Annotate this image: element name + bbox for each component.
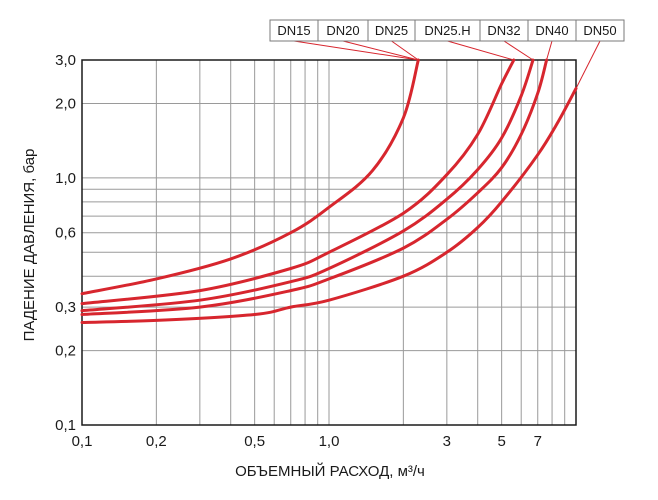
plot-frame [81,59,577,426]
y-tick-label: 0,6 [55,225,76,242]
legend-label: DN15 [277,23,310,38]
legend-leader [546,40,553,61]
series-line-dn15 [80,58,420,296]
legend-leader [391,40,419,61]
series-line-dn25 [80,58,535,313]
legend-label: DN25.H [424,23,470,38]
x-tick-label: 0,1 [72,433,93,450]
legend-leader [342,40,419,61]
y-tick-label: 0,2 [55,343,76,360]
y-tick-label: 3,0 [55,52,76,69]
x-tick-label: 5 [497,433,505,450]
legend-label: DN50 [583,23,616,38]
series-lines [80,58,578,324]
y-tick-label: 0,1 [55,417,76,434]
y-tick-labels: 0,1 0,2 0,3 0,6 1,0 2,0 3,0 [55,52,76,434]
x-axis-label: ОБЪЕМНЫЙ РАСХОД, м³/ч [235,462,425,480]
y-tick-label: 1,0 [55,170,76,187]
legend-label: DN40 [535,23,568,38]
x-tick-label: 3 [443,433,451,450]
legend-box [575,19,625,42]
series-line-dn25-h [80,58,549,316]
y-tick-label: 0,3 [55,299,76,316]
x-tick-label: 0,2 [146,433,167,450]
y-tick-label: 2,0 [55,96,76,113]
series-line-dn32 [80,87,578,324]
x-tick-labels: 0,1 0,2 0,5 1,0 3 5 7 [72,433,542,450]
x-tick-label: 1,0 [319,433,340,450]
x-tick-label: 7 [534,433,542,450]
legend-label: DN32 [487,23,520,38]
legend: DN15 DN20 DN25 DN25.H DN32 DN40 DN50 [269,19,625,42]
x-tick-label: 0,5 [244,433,265,450]
y-axis-label: ПАДЕНИЕ ДАВЛЕНИЯ, бар [21,149,38,342]
legend-leader [293,40,419,61]
legend-leader [575,40,601,89]
legend-leader-lines [293,40,601,89]
legend-leader [447,40,514,61]
plot-grid [82,60,576,425]
legend-label: DN25 [375,23,408,38]
series-line-dn20 [80,58,516,306]
legend-leader [503,40,534,61]
legend-label: DN20 [326,23,359,38]
